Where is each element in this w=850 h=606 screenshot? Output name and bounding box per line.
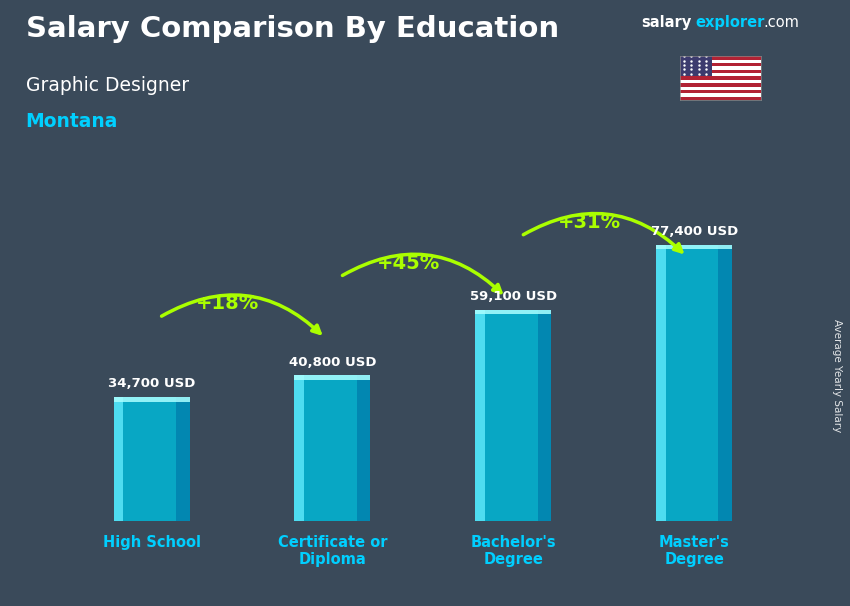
Bar [114,397,123,521]
Text: salary: salary [642,15,692,30]
Text: Average Yearly Salary: Average Yearly Salary [832,319,842,432]
Text: +45%: +45% [377,254,440,273]
Bar [656,245,732,249]
Bar [680,56,712,76]
Bar [475,310,485,521]
Text: 40,800 USD: 40,800 USD [289,356,377,368]
Bar [114,397,190,402]
Bar [680,63,761,67]
Bar [656,245,732,521]
Bar [475,310,552,315]
Bar [656,245,666,521]
Bar [114,397,190,521]
Bar [680,80,761,83]
Bar [294,375,304,521]
FancyArrowPatch shape [524,213,682,252]
Text: +18%: +18% [196,295,259,313]
Bar [680,90,761,93]
Text: 77,400 USD: 77,400 USD [650,225,738,238]
Text: Salary Comparison By Education: Salary Comparison By Education [26,15,558,43]
Bar [294,375,371,521]
FancyArrowPatch shape [162,295,320,333]
Bar [475,310,552,521]
Bar [718,245,732,521]
Text: Montana: Montana [26,112,118,131]
Bar [680,67,761,70]
Bar [537,310,552,521]
Text: Graphic Designer: Graphic Designer [26,76,189,95]
Bar [680,73,761,76]
Bar [680,60,761,63]
Bar [680,70,761,73]
Bar [680,87,761,90]
Text: 34,700 USD: 34,700 USD [108,378,196,390]
Bar [680,56,761,60]
Text: explorer: explorer [695,15,765,30]
Text: +31%: +31% [558,213,620,232]
Bar [680,76,761,80]
Bar [680,96,761,100]
Bar [680,93,761,96]
Text: 59,100 USD: 59,100 USD [470,290,557,303]
FancyArrowPatch shape [343,255,501,293]
Bar [294,375,371,380]
Bar [176,397,190,521]
Bar [680,83,761,87]
Bar [357,375,371,521]
Text: .com: .com [763,15,799,30]
